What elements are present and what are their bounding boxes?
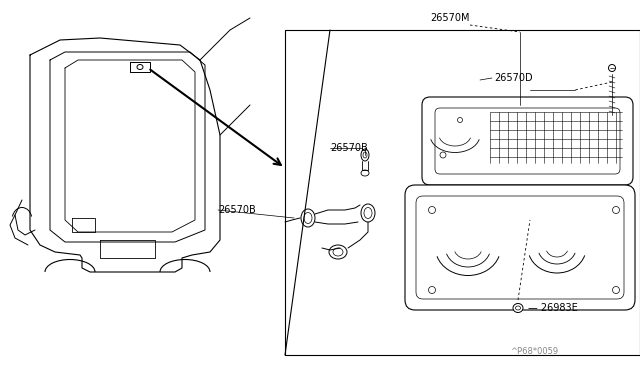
Text: 26570M: 26570M: [430, 13, 470, 23]
Text: — 26983E: — 26983E: [528, 303, 578, 313]
Text: 26570B: 26570B: [330, 143, 368, 153]
FancyBboxPatch shape: [416, 196, 624, 299]
Text: 26570B: 26570B: [218, 205, 256, 215]
FancyBboxPatch shape: [435, 108, 620, 174]
FancyBboxPatch shape: [422, 97, 633, 185]
Ellipse shape: [513, 304, 523, 312]
FancyBboxPatch shape: [405, 185, 635, 310]
Text: ^P68*0059: ^P68*0059: [510, 347, 558, 356]
Text: 26570D: 26570D: [494, 73, 532, 83]
